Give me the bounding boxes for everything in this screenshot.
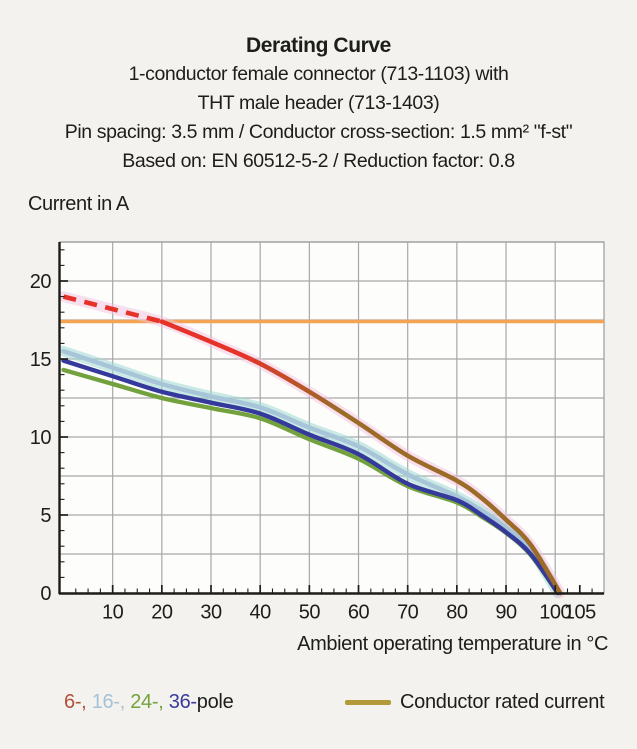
subtitle-line-3: Pin spacing: 3.5 mm / Conductor cross-se… xyxy=(64,121,573,143)
legend-pole-segment: 16-, xyxy=(91,691,131,713)
chart-title: Derating Curve xyxy=(246,34,391,57)
svg-text:90: 90 xyxy=(495,602,517,624)
svg-text:20: 20 xyxy=(30,271,52,293)
legend-poles: 6-, 16-, 24-, 36-pole xyxy=(64,691,234,714)
svg-text:40: 40 xyxy=(250,602,272,624)
svg-text:0: 0 xyxy=(40,583,51,605)
subtitle-line-2: THT male header (713-1403) xyxy=(197,92,440,114)
x-axis-label: Ambient operating temperature in °C xyxy=(297,633,608,655)
svg-text:50: 50 xyxy=(299,602,321,624)
legend-rated: Conductor rated current xyxy=(345,691,605,714)
svg-text:15: 15 xyxy=(30,349,52,371)
legend-pole-segment: pole xyxy=(196,691,234,713)
legend-pole-segment: 6-, xyxy=(64,691,92,713)
title-block: Derating Curve 1-conductor female connec… xyxy=(0,31,637,176)
legend-pole-segment: 36- xyxy=(168,691,197,713)
svg-text:100: 100 xyxy=(539,602,571,624)
y-axis-label: Current in A xyxy=(28,193,129,215)
svg-text:20: 20 xyxy=(151,602,173,624)
svg-text:30: 30 xyxy=(200,602,222,624)
rated-current-label: Conductor rated current xyxy=(400,691,605,713)
svg-text:70: 70 xyxy=(397,602,419,624)
legend-pole-segment: 24-, xyxy=(130,691,169,713)
subtitle-line-1: 1-conductor female connector (713-1103) … xyxy=(128,63,509,85)
svg-text:5: 5 xyxy=(40,505,51,527)
subtitle-line-4: Based on: EN 60512-5-2 / Reduction facto… xyxy=(122,150,515,172)
svg-text:80: 80 xyxy=(446,602,468,624)
svg-text:60: 60 xyxy=(348,602,370,624)
rated-current-line-swatch xyxy=(345,700,391,705)
svg-text:105: 105 xyxy=(564,602,596,624)
svg-text:10: 10 xyxy=(30,427,52,449)
svg-text:10: 10 xyxy=(102,602,124,624)
